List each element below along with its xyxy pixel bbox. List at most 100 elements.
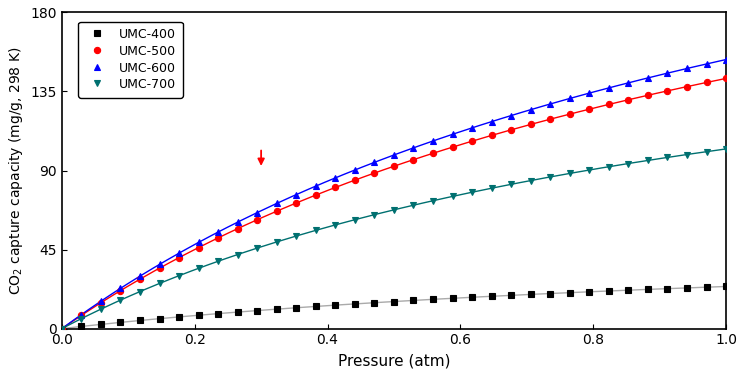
- UMC-400: [468, 295, 477, 300]
- UMC-500: [487, 133, 496, 138]
- UMC-500: [77, 313, 86, 318]
- UMC-500: [585, 107, 594, 111]
- UMC-700: [370, 212, 379, 217]
- UMC-500: [233, 226, 242, 231]
- UMC-400: [311, 304, 320, 309]
- UMC-600: [663, 71, 672, 75]
- UMC-700: [526, 178, 535, 183]
- UMC-600: [487, 119, 496, 124]
- UMC-400: [214, 311, 222, 316]
- UMC-700: [77, 316, 86, 321]
- UMC-600: [682, 66, 691, 71]
- UMC-600: [390, 153, 399, 157]
- UMC-400: [331, 303, 340, 307]
- UMC-400: [448, 296, 457, 300]
- UMC-700: [292, 234, 301, 238]
- Line: UMC-500: UMC-500: [59, 75, 729, 332]
- UMC-600: [292, 192, 301, 197]
- UMC-500: [663, 88, 672, 93]
- UMC-400: [585, 290, 594, 294]
- UMC-600: [644, 76, 652, 80]
- UMC-500: [175, 255, 184, 260]
- UMC-600: [77, 312, 86, 317]
- UMC-500: [350, 178, 359, 182]
- UMC-500: [311, 193, 320, 197]
- UMC-700: [507, 182, 516, 187]
- UMC-400: [487, 294, 496, 298]
- UMC-600: [116, 286, 125, 291]
- UMC-600: [585, 91, 594, 95]
- UMC-500: [214, 236, 222, 240]
- UMC-600: [546, 102, 555, 106]
- UMC-600: [722, 57, 731, 62]
- UMC-700: [546, 175, 555, 179]
- UMC-700: [350, 217, 359, 222]
- UMC-700: [175, 273, 184, 278]
- UMC-700: [468, 190, 477, 195]
- UMC-500: [331, 185, 340, 190]
- UMC-500: [507, 128, 516, 132]
- UMC-600: [370, 160, 379, 165]
- Line: UMC-400: UMC-400: [59, 284, 729, 332]
- UMC-600: [526, 107, 535, 112]
- UMC-700: [311, 228, 320, 232]
- UMC-700: [57, 326, 66, 331]
- UMC-700: [624, 161, 633, 166]
- Y-axis label: CO$_2$ capture capacity (mg/g, 298 K): CO$_2$ capture capacity (mg/g, 298 K): [7, 46, 25, 295]
- UMC-500: [292, 201, 301, 205]
- UMC-600: [507, 113, 516, 118]
- UMC-500: [546, 117, 555, 122]
- UMC-500: [624, 98, 633, 102]
- Line: UMC-700: UMC-700: [59, 146, 729, 332]
- UMC-500: [468, 139, 477, 143]
- UMC-700: [135, 289, 144, 294]
- UMC-500: [253, 217, 262, 222]
- UMC-600: [194, 240, 203, 244]
- UMC-600: [331, 176, 340, 180]
- UMC-400: [57, 326, 66, 331]
- UMC-600: [429, 139, 437, 143]
- UMC-500: [272, 209, 281, 213]
- UMC-700: [409, 203, 418, 207]
- UMC-700: [390, 208, 399, 212]
- UMC-700: [565, 171, 574, 176]
- UMC-500: [448, 145, 457, 149]
- UMC-600: [448, 132, 457, 136]
- UMC-400: [409, 298, 418, 303]
- UMC-400: [507, 293, 516, 298]
- UMC-600: [311, 184, 320, 188]
- UMC-600: [135, 274, 144, 278]
- UMC-400: [155, 316, 164, 321]
- UMC-500: [194, 245, 203, 250]
- UMC-700: [585, 168, 594, 172]
- UMC-400: [722, 284, 731, 289]
- UMC-600: [604, 86, 613, 90]
- UMC-500: [390, 164, 399, 168]
- UMC-600: [57, 326, 66, 331]
- UMC-400: [429, 297, 437, 302]
- UMC-600: [468, 126, 477, 130]
- UMC-400: [135, 318, 144, 323]
- UMC-700: [214, 259, 222, 264]
- UMC-400: [233, 310, 242, 314]
- UMC-700: [722, 147, 731, 151]
- UMC-600: [565, 96, 574, 101]
- UMC-600: [350, 168, 359, 172]
- UMC-700: [644, 158, 652, 163]
- UMC-400: [97, 322, 106, 327]
- UMC-700: [272, 240, 281, 244]
- UMC-400: [604, 289, 613, 293]
- UMC-700: [682, 152, 691, 157]
- UMC-600: [233, 220, 242, 224]
- UMC-600: [253, 210, 262, 215]
- UMC-500: [604, 102, 613, 106]
- UMC-700: [233, 252, 242, 257]
- UMC-400: [565, 290, 574, 295]
- UMC-700: [487, 186, 496, 190]
- UMC-400: [175, 315, 184, 319]
- UMC-500: [526, 122, 535, 127]
- UMC-700: [253, 246, 262, 250]
- UMC-500: [429, 151, 437, 156]
- UMC-700: [97, 307, 106, 311]
- UMC-700: [194, 266, 203, 270]
